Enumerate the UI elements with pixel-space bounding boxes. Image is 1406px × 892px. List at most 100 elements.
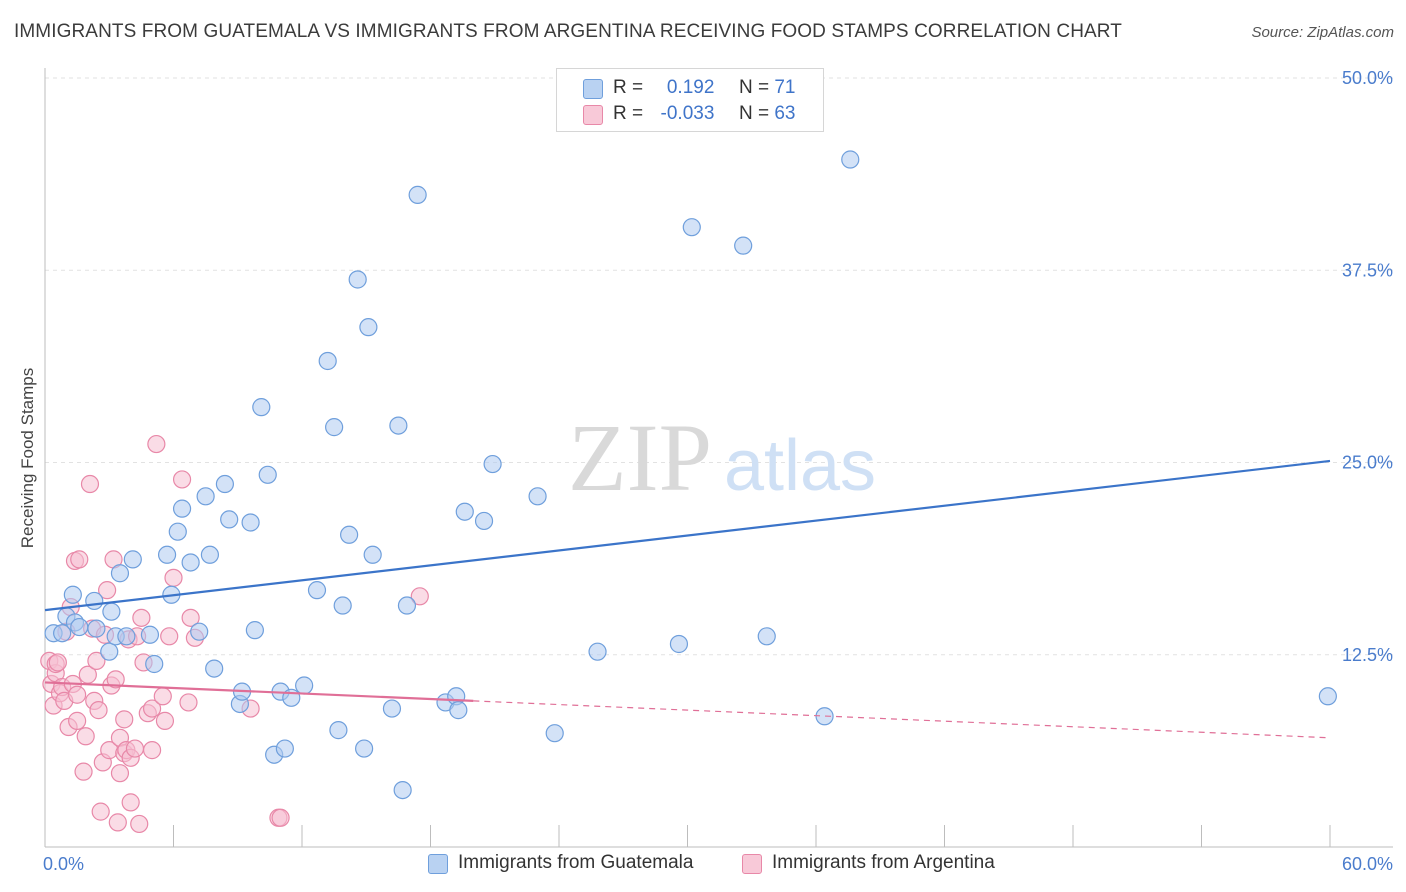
guatemala-point	[348, 270, 367, 289]
legend-r-value: -0.033	[660, 103, 715, 124]
argentina-point	[164, 568, 183, 587]
argentina-point	[98, 581, 117, 600]
argentina-point	[142, 741, 162, 760]
guatemala-point	[389, 416, 408, 435]
guatemala-point	[172, 499, 192, 518]
argentina-point	[68, 685, 87, 704]
guatemala-point	[63, 585, 82, 604]
legend-n-label: N =	[738, 77, 770, 98]
guatemala-point	[528, 487, 547, 506]
guatemala-point	[682, 218, 701, 237]
legend-n-value: 71	[774, 77, 796, 98]
guatemala-point	[275, 739, 294, 758]
argentina-point	[130, 814, 149, 834]
guatemala-point	[205, 659, 224, 678]
argentina-point	[70, 550, 89, 569]
watermark-zip: ZIP	[568, 404, 712, 511]
legend-r-label: R =	[613, 103, 644, 124]
argentina-point	[125, 739, 145, 758]
tick-labels: 12.5% 25.0% 37.5% 50.0% 0.0% 60.0%	[43, 68, 1393, 874]
y-tick-label: 12.5%	[1342, 645, 1393, 665]
argentina-point	[147, 434, 166, 454]
argentina-point	[115, 710, 134, 729]
guatemala-point	[483, 454, 502, 474]
guatemala-point	[123, 550, 142, 569]
guatemala-point	[340, 525, 359, 544]
argentina-point	[89, 701, 108, 720]
axes	[44, 68, 1393, 848]
legend-swatch-argentina	[583, 105, 603, 125]
trend-line-argentina	[44, 681, 474, 702]
trend-line-argentina-projection	[473, 700, 1331, 739]
argentina-point	[48, 653, 67, 672]
legend-r-value: 0.192	[666, 77, 715, 98]
watermark-atlas: atlas	[724, 426, 876, 506]
legend-swatch-guatemala	[583, 79, 603, 99]
guatemala-point	[241, 513, 260, 532]
argentina-point	[87, 651, 106, 671]
guatemala-point	[53, 624, 72, 643]
guatemala-point	[841, 150, 860, 169]
guatemala-point	[815, 707, 834, 726]
guatemala-point	[102, 602, 121, 621]
guatemala-point	[329, 721, 348, 740]
guatemala-point	[393, 780, 412, 800]
argentina-point	[91, 802, 110, 821]
argentina-point	[121, 793, 140, 812]
guatemala-point	[110, 564, 130, 583]
guatemala-point	[474, 511, 494, 531]
argentina-point	[110, 764, 130, 783]
bottom-legend-label-argentina: Immigrants from Argentina	[772, 852, 995, 873]
x-tick-label: 0.0%	[43, 854, 84, 874]
argentina-point	[132, 608, 151, 627]
guatemala-point	[117, 627, 136, 646]
guatemala-point	[397, 596, 417, 615]
guatemala-point	[245, 621, 264, 640]
legend-n-label: N =	[738, 103, 770, 124]
argentina-point	[76, 727, 95, 746]
grid-lines	[45, 77, 1393, 656]
y-tick-label: 25.0%	[1342, 453, 1393, 473]
argentina-point	[74, 762, 93, 781]
argentina-point	[410, 587, 429, 606]
guatemala-point	[70, 617, 89, 637]
guatemala-point	[145, 654, 164, 674]
source-label: Source: ZipAtlas.com	[1251, 24, 1394, 41]
argentina-point	[80, 474, 100, 494]
argentina-point	[271, 808, 290, 827]
guatemala-point	[100, 642, 119, 661]
guatemala-point	[455, 502, 474, 521]
y-tick-label: 50.0%	[1342, 68, 1393, 88]
guatemala-point	[258, 465, 277, 484]
guatemala-point	[295, 676, 314, 695]
watermark: ZIP atlas	[568, 404, 876, 511]
legend-r-label: R =	[613, 77, 644, 98]
data-points	[40, 150, 1337, 834]
guatemala-point	[140, 625, 160, 644]
argentina-point	[172, 470, 192, 489]
trend-line-guatemala	[44, 459, 1331, 612]
guatemala-point	[359, 318, 378, 337]
trend-lines	[44, 459, 1331, 739]
guatemala-point	[318, 351, 337, 371]
argentina-point	[108, 813, 127, 832]
argentina-point	[181, 608, 200, 627]
y-tick-label: 37.5%	[1342, 260, 1393, 280]
guatemala-point	[734, 236, 753, 255]
guatemala-point	[325, 418, 344, 437]
argentina-point	[153, 687, 172, 706]
guatemala-point	[669, 634, 689, 654]
guatemala-point	[333, 596, 352, 615]
guatemala-point	[588, 642, 607, 661]
guatemala-point	[363, 545, 382, 564]
guatemala-point	[1318, 687, 1337, 706]
bottom-legend-swatch-argentina	[742, 854, 762, 874]
guatemala-point	[307, 581, 327, 600]
guatemala-point	[200, 545, 220, 564]
guatemala-point	[196, 487, 215, 506]
guatemala-point	[252, 398, 271, 417]
argentina-point	[179, 693, 198, 712]
legend-n-value: 63	[774, 103, 796, 124]
guatemala-point	[157, 545, 177, 564]
